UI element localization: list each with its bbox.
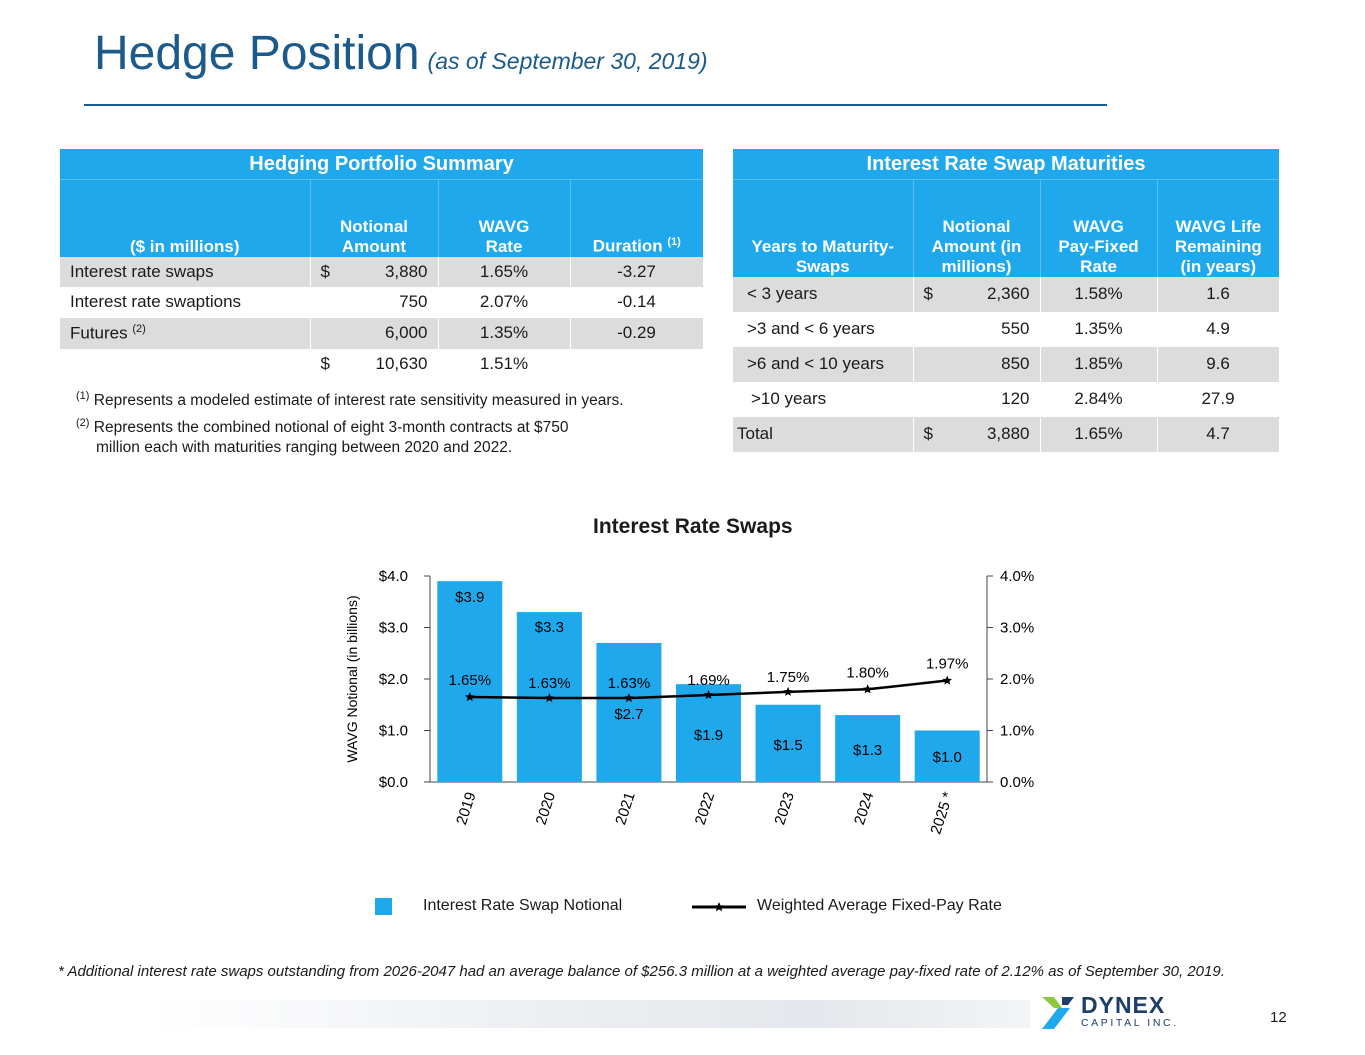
legend-swatch-notional <box>375 898 392 915</box>
table-row: < 3 years $2,360 1.58% 1.6 <box>733 276 1280 312</box>
table-row-total: Total $3,880 1.65% 4.7 <box>733 416 1280 452</box>
table-row: >3 and < 6 years 550 1.35% 4.9 <box>733 311 1280 347</box>
y-tick-label: $4.0 <box>379 568 408 585</box>
table-row: Interest rate swaptions 750 2.07% -0.14 <box>60 286 704 318</box>
bar <box>437 581 503 782</box>
bar <box>835 715 901 782</box>
x-tick-label: 2020 <box>533 790 559 827</box>
bar-label: $1.5 <box>773 737 802 754</box>
y2-tick-label: 4.0% <box>1000 568 1034 585</box>
rate-label: 1.69% <box>687 672 730 689</box>
interest-rate-swaps-chart: $0.0 $1.0 $2.0 $3.0 $4.0 0.0% 1.0% 2.0% 3.0% 4.0%… <box>344 568 1034 837</box>
col-header-rate: WAVG Pay-Fixed Rate <box>1040 179 1158 277</box>
rate-point <box>862 684 873 694</box>
rate-point <box>703 690 714 699</box>
bar-label: $3.3 <box>535 619 564 636</box>
bar <box>914 730 980 782</box>
col-header-wavg: WAVG Rate <box>438 179 571 257</box>
y-tick-label: $1.0 <box>379 723 408 740</box>
title-subtitle: (as of September 30, 2019) <box>427 48 708 74</box>
x-tick-label: 2019 <box>453 790 479 827</box>
hedging-footnotes: (1) Represents a modeled estimate of int… <box>76 386 716 460</box>
col-header-label: ($ in millions) <box>60 179 311 257</box>
swap-maturities-table: Interest Rate Swap Maturities Years to M… <box>733 149 1280 452</box>
rate-point <box>465 692 475 702</box>
y2-tick-label: 2.0% <box>1000 671 1034 688</box>
rate-point <box>624 693 634 703</box>
bar-label: $1.0 <box>933 749 962 766</box>
hedging-summary-table: Hedging Portfolio Summary ($ in millions… <box>60 149 704 380</box>
logo-name: DYNEX <box>1081 992 1166 1018</box>
title-divider <box>84 104 1107 106</box>
table-row: Futures (2) 6,000 1.35% -0.29 <box>60 317 704 349</box>
bar-label: $1.3 <box>853 742 882 759</box>
x-tick-label: 2024 <box>851 790 877 827</box>
legend-label-rate: Weighted Average Fixed-Pay Rate <box>757 897 1002 914</box>
bar-label: $3.9 <box>455 589 484 606</box>
x-tick-label: 2022 <box>692 790 718 827</box>
bar <box>676 684 741 782</box>
bar <box>596 642 662 782</box>
footnote-2: (2) Represents the combined notional of … <box>76 417 569 457</box>
y2-tick-label: 1.0% <box>1000 723 1034 740</box>
table-row: Interest rate swaps $3,880 1.65% -3.27 <box>60 256 704 287</box>
rate-label: 1.75% <box>767 669 810 686</box>
y2-tick-label: 3.0% <box>1000 620 1034 637</box>
rate-point <box>942 675 952 685</box>
y-tick-label: $3.0 <box>379 620 408 637</box>
footer-band <box>150 1000 1030 1028</box>
dynex-logo-icon <box>1042 997 1074 1029</box>
rate-point <box>783 686 793 696</box>
title-text: Hedge Position <box>94 27 420 80</box>
bar-label: $1.9 <box>694 727 723 744</box>
rate-label: 1.63% <box>528 675 571 692</box>
y2-tick-label: 0.0% <box>1000 774 1034 791</box>
rate-label: 1.65% <box>449 672 492 689</box>
rate-label: 1.97% <box>926 656 969 673</box>
col-header-duration: Duration (1) <box>592 235 681 256</box>
maturities-caption: Interest Rate Swap Maturities <box>733 149 1280 180</box>
rate-point <box>544 693 555 703</box>
y-tick-label: $0.0 <box>379 774 408 791</box>
chart-title: Interest Rate Swaps <box>593 515 793 538</box>
y-axis-title: WAVG Notional (in billions) <box>344 595 360 762</box>
rate-label: 1.63% <box>608 675 651 692</box>
x-tick-label: 2023 <box>771 790 797 827</box>
col-header-notional: Notional Amount <box>310 179 439 257</box>
x-tick-label: 2025 * <box>927 790 957 837</box>
footnote-1: (1) Represents a modeled estimate of int… <box>76 390 624 410</box>
col-header-notional: Notional Amount (in millions) <box>913 179 1041 277</box>
rate-label: 1.80% <box>846 664 889 681</box>
bar-label: $2.7 <box>614 706 643 723</box>
page-number: 12 <box>1270 1009 1287 1026</box>
table-row-total: $10,630 1.51% <box>60 348 704 380</box>
table-row: >10 years 120 2.84% 27.9 <box>733 381 1280 417</box>
legend-line-rate <box>692 902 746 912</box>
x-tick-label: 2021 <box>612 790 638 827</box>
hedging-caption: Hedging Portfolio Summary <box>60 149 704 180</box>
legend-label-notional: Interest Rate Swap Notional <box>423 897 623 914</box>
bar <box>755 704 821 782</box>
col-header-life: WAVG Life Remaining (in years) <box>1174 216 1262 276</box>
bottom-footnote: * Additional interest rate swaps outstan… <box>58 963 1225 980</box>
logo-subtitle: CAPITAL INC. <box>1081 1017 1179 1029</box>
table-row: >6 and < 10 years 850 1.85% 9.6 <box>733 346 1280 382</box>
y-tick-label: $2.0 <box>379 671 408 688</box>
page-title: Hedge Position (as of September 30, 2019) <box>94 26 708 81</box>
col-header-years: Years to Maturity- Swaps <box>733 179 914 277</box>
